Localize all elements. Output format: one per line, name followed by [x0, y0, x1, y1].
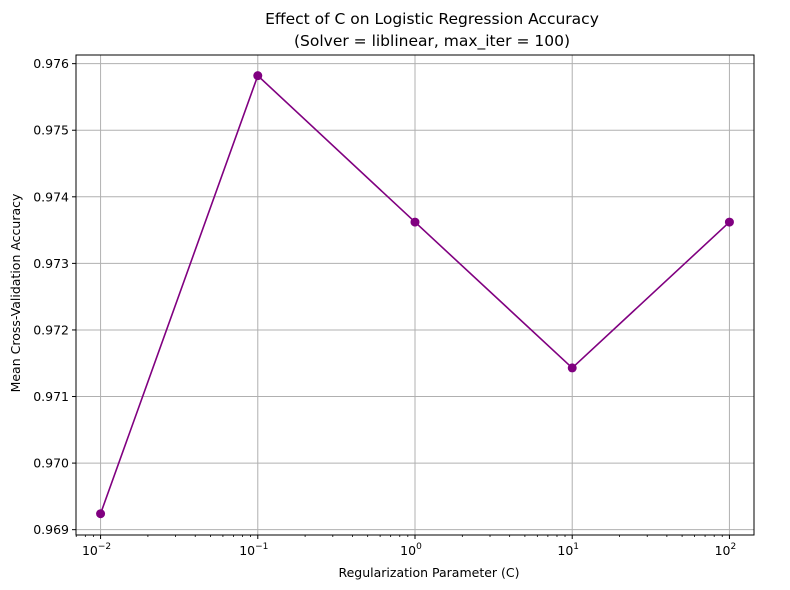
y-axis-ticks: 0.969 0.970 0.971 0.972 0.973 0.974 0.975 0.976 [33, 56, 76, 537]
x-tick-label: 10−2 [82, 542, 111, 558]
y-tick-label: 0.975 [33, 123, 69, 138]
x-axis-ticks: 10−2 10−1 100 101 102 [75, 535, 737, 558]
grid [76, 55, 754, 535]
data-point [96, 509, 106, 519]
data-point [567, 363, 577, 373]
data-point [253, 71, 263, 81]
x-tick-label: 10−1 [239, 542, 268, 558]
plot-frame [75, 54, 755, 536]
y-tick-label: 0.972 [33, 322, 69, 337]
x-tick-label: 101 [557, 542, 579, 558]
y-tick-label: 0.969 [33, 522, 69, 537]
y-axis-label: Mean Cross-Validation Accuracy [8, 193, 23, 392]
y-tick-label: 0.974 [33, 189, 69, 204]
x-tick-label: 100 [400, 542, 422, 558]
series-layer [96, 71, 734, 519]
x-axis-label: Regularization Parameter (C) [338, 565, 519, 580]
chart-subtitle: (Solver = liblinear, max_iter = 100) [294, 32, 570, 51]
data-point [410, 217, 420, 227]
x-tick-label: 102 [715, 542, 737, 558]
y-tick-label: 0.970 [33, 456, 69, 471]
data-point [724, 217, 734, 227]
chart-title: Effect of C on Logistic Regression Accur… [265, 10, 599, 28]
y-tick-label: 0.973 [33, 256, 69, 271]
y-tick-label: 0.976 [33, 56, 69, 71]
y-tick-label: 0.971 [33, 389, 69, 404]
